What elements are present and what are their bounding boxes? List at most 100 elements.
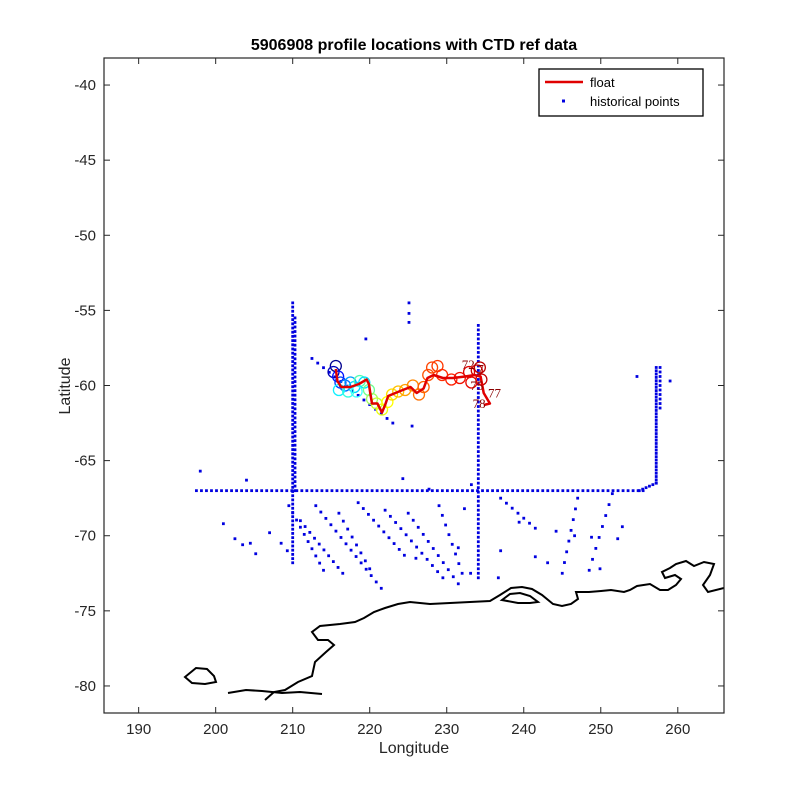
historical-point — [565, 550, 569, 554]
y-tick-label: -65 — [74, 453, 96, 470]
historical-point — [606, 489, 610, 493]
historical-point — [298, 525, 302, 529]
historical-point — [476, 486, 480, 490]
historical-point — [394, 521, 398, 524]
historical-point — [377, 524, 381, 528]
historical-point — [406, 511, 410, 515]
historical-point — [476, 351, 480, 354]
historical-point — [635, 375, 639, 378]
profile-circle — [445, 373, 458, 386]
historical-point — [285, 489, 289, 493]
historical-point — [551, 489, 555, 493]
historical-point — [291, 443, 295, 447]
historical-point — [476, 360, 480, 363]
historical-point — [476, 463, 480, 467]
historical-point — [654, 435, 658, 439]
historical-point — [291, 506, 295, 510]
historical-point — [399, 527, 403, 531]
historical-point — [260, 489, 264, 493]
historical-point — [291, 485, 295, 489]
island-outline — [183, 666, 218, 686]
historical-point — [291, 448, 295, 451]
historical-point — [566, 489, 570, 493]
historical-point — [496, 489, 499, 493]
x-tick-label: 230 — [434, 721, 459, 738]
historical-point — [375, 489, 379, 493]
historical-point — [291, 414, 295, 418]
historical-point — [293, 421, 297, 424]
float-track-layer — [334, 368, 492, 414]
historical-point — [327, 370, 331, 374]
historical-point — [306, 540, 310, 543]
historical-point — [379, 586, 383, 590]
historical-point — [596, 489, 600, 493]
historical-point — [476, 346, 480, 350]
historical-point — [654, 438, 658, 442]
historical-point — [319, 510, 323, 514]
historical-point — [496, 576, 500, 580]
historical-point — [291, 431, 295, 435]
historical-point — [397, 548, 401, 551]
historical-point — [293, 357, 297, 361]
historical-point — [265, 489, 269, 493]
profile-circle — [392, 385, 405, 398]
historical-point — [521, 489, 525, 493]
historical-point — [610, 492, 614, 496]
historical-point — [435, 489, 439, 493]
historical-point — [444, 523, 448, 527]
historical-point — [293, 466, 297, 470]
historical-point — [293, 316, 297, 320]
profile-circle — [327, 365, 340, 379]
historical-point — [631, 489, 635, 493]
historical-point — [407, 311, 411, 315]
historical-point — [291, 540, 295, 544]
historical-point — [476, 427, 480, 431]
historical-point — [268, 531, 271, 535]
historical-point — [410, 489, 414, 493]
historical-point — [360, 489, 364, 493]
historical-point — [425, 489, 429, 493]
historical-point — [340, 489, 344, 493]
legend-box — [538, 68, 704, 117]
historical-point — [567, 539, 571, 543]
historical-point — [344, 542, 348, 546]
historical-point — [287, 504, 291, 508]
historical-point — [598, 567, 602, 571]
historical-point — [291, 561, 295, 565]
historical-point — [359, 561, 363, 565]
historical-point — [291, 552, 295, 556]
historical-point — [291, 490, 295, 493]
historical-point — [291, 527, 295, 531]
historical-point — [293, 380, 297, 383]
historical-point — [591, 557, 594, 561]
y-tick-label: -40 — [74, 77, 96, 94]
historical-point — [654, 392, 658, 396]
historical-point — [293, 343, 297, 347]
historical-point — [291, 326, 295, 330]
historical-point — [230, 489, 233, 493]
historical-point — [349, 548, 353, 552]
historical-point — [322, 548, 326, 552]
historical-point — [350, 489, 354, 493]
historical-point — [576, 489, 580, 493]
historical-point — [591, 489, 595, 493]
historical-point — [364, 567, 368, 571]
x-axis-label: Longitude — [379, 740, 449, 757]
historical-point — [476, 513, 480, 517]
historical-point — [556, 489, 560, 493]
historical-point — [651, 483, 655, 487]
historical-point — [293, 361, 297, 365]
historical-point — [476, 489, 479, 493]
historical-point — [476, 477, 480, 481]
historical-point — [476, 333, 480, 336]
historical-point — [658, 366, 662, 369]
historical-point — [220, 489, 223, 493]
historical-point — [658, 370, 662, 374]
historical-point — [476, 490, 480, 494]
historical-point — [546, 561, 550, 565]
historical-point — [476, 409, 480, 413]
historical-point — [350, 389, 354, 393]
historical-point — [445, 489, 449, 493]
historical-point — [476, 432, 480, 435]
historical-point — [594, 546, 598, 550]
